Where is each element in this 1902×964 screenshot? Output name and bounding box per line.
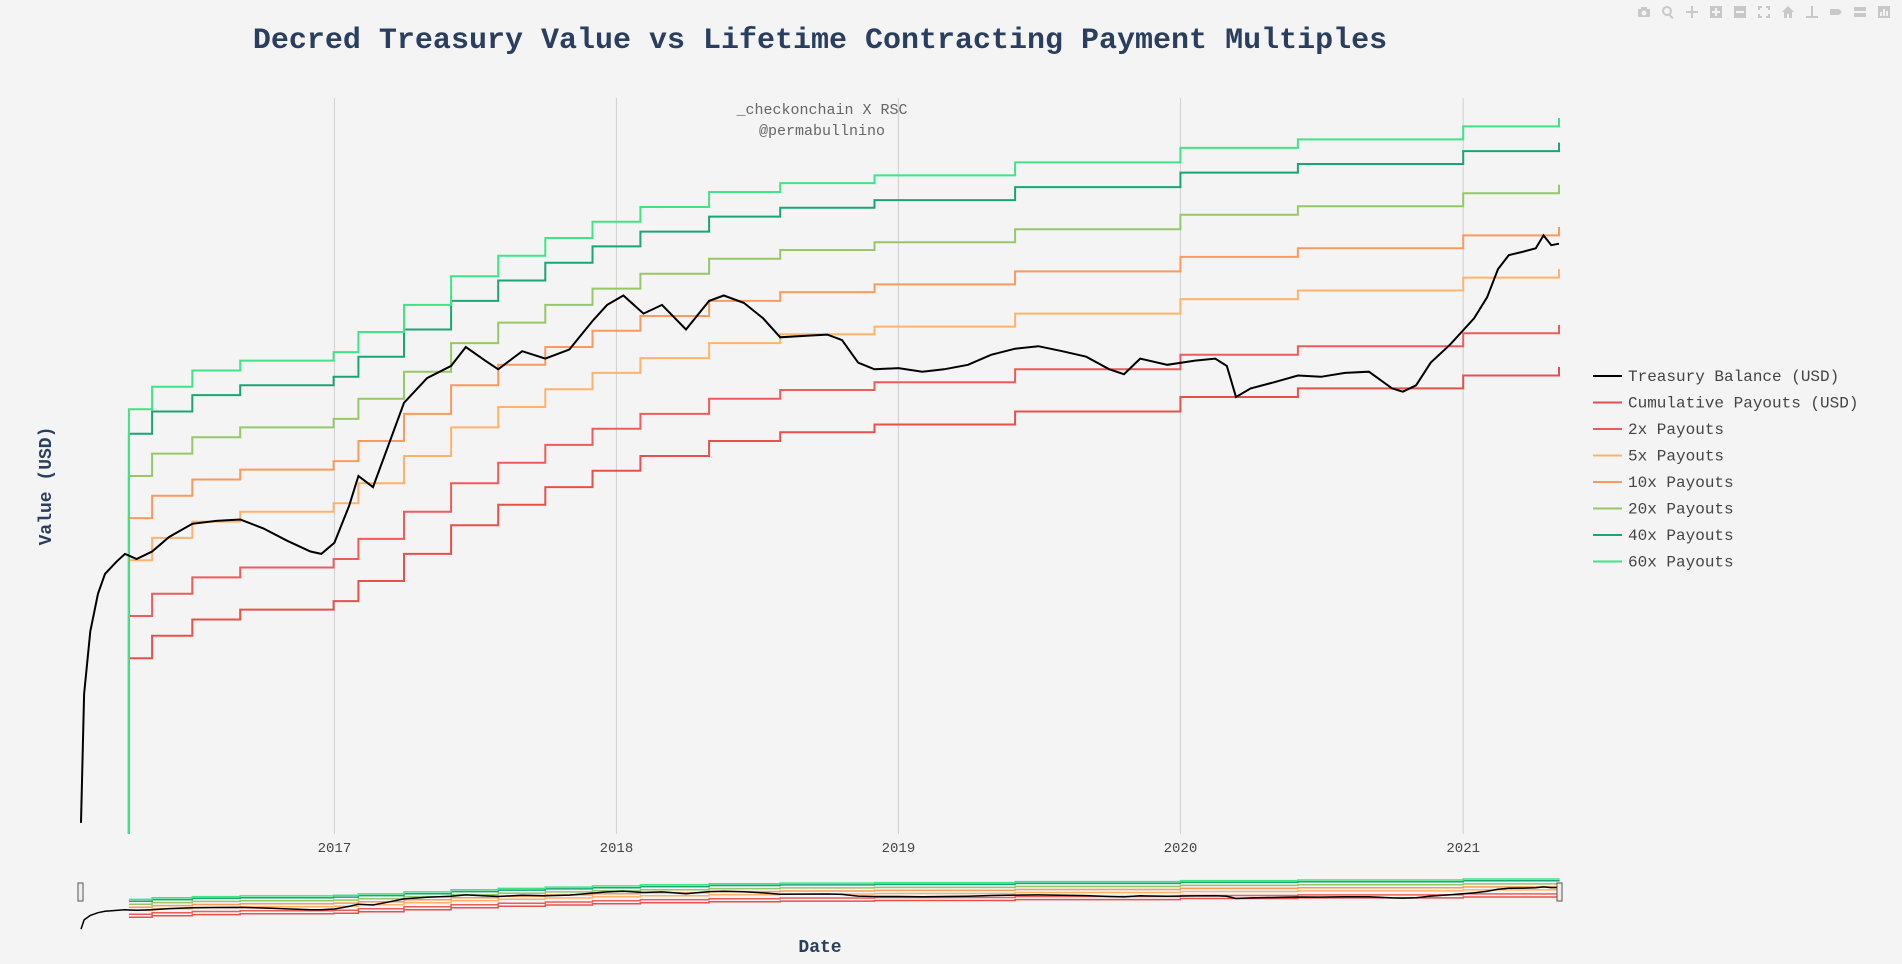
legend-label: 20x Payouts: [1628, 501, 1734, 519]
series-line-treasury-balance-usd[interactable]: [80, 233, 1560, 823]
series-line-20x-payouts[interactable]: [127, 184, 1560, 834]
range-slider[interactable]: [77, 875, 1563, 930]
legend-item[interactable]: 5x Payouts: [1593, 448, 1724, 466]
legend-label: 5x Payouts: [1628, 448, 1724, 466]
home-button[interactable]: [1778, 2, 1798, 22]
legend-item[interactable]: 10x Payouts: [1593, 474, 1734, 492]
series-line-5x-payouts[interactable]: [127, 269, 1560, 834]
plotly-logo-button[interactable]: [1874, 2, 1894, 22]
zoom-in-button[interactable]: [1706, 2, 1726, 22]
series-line-10x-payouts[interactable]: [127, 227, 1560, 834]
x-tick-label: 2019: [882, 841, 916, 857]
legend-item[interactable]: 60x Payouts: [1593, 554, 1734, 572]
range-slider-left-handle[interactable]: [77, 882, 84, 902]
legend-item[interactable]: 40x Payouts: [1593, 527, 1734, 545]
legend-label: 2x Payouts: [1628, 421, 1724, 439]
series-line-cumulative-payouts-usd[interactable]: [127, 367, 1560, 834]
x-tick-labels: 2017 2018 2019 2020 2021: [318, 841, 1480, 857]
legend-item[interactable]: Cumulative Payouts (USD): [1593, 395, 1858, 413]
x-tick-label: 2017: [318, 841, 352, 857]
legend-label: 60x Payouts: [1628, 554, 1734, 572]
series-line-60x-payouts[interactable]: [127, 118, 1560, 834]
annotation-line-2: @permabullnino: [759, 123, 885, 140]
zoom-in-icon: [1710, 6, 1722, 18]
legend[interactable]: Treasury Balance (USD) Cumulative Payouts…: [1593, 368, 1858, 572]
pan-button[interactable]: [1682, 2, 1702, 22]
home-icon: [1782, 6, 1794, 18]
series-line-2x-payouts[interactable]: [127, 324, 1560, 834]
range-series-60x-payouts: [128, 878, 1560, 901]
legend-label: Treasury Balance (USD): [1628, 368, 1839, 386]
camera-button[interactable]: [1634, 2, 1654, 22]
legend-label: 40x Payouts: [1628, 527, 1734, 545]
zoom-out-icon: [1734, 6, 1746, 18]
range-series-cumulative-payouts-usd: [128, 896, 1560, 919]
range-series-5x-payouts: [128, 889, 1560, 912]
x-axis-label: Date: [798, 938, 841, 958]
annotation-line-1: _checkonchain X RSC: [735, 102, 907, 119]
zoom-out-button[interactable]: [1730, 2, 1750, 22]
zoom-icon: [1662, 6, 1674, 19]
hover-closest-icon: [1830, 9, 1842, 15]
range-series-treasury-balance-usd: [80, 886, 1560, 930]
hover-compare-icon: [1854, 7, 1866, 17]
spike-lines-icon: [1806, 6, 1818, 18]
autoscale-button[interactable]: [1754, 2, 1774, 22]
range-series-10x-payouts: [128, 886, 1560, 909]
series-lines[interactable]: [80, 118, 1560, 834]
series-line-40x-payouts[interactable]: [127, 142, 1560, 834]
legend-item[interactable]: 2x Payouts: [1593, 421, 1724, 439]
hover-compare-button[interactable]: [1850, 2, 1870, 22]
range-series-20x-payouts: [128, 883, 1560, 905]
legend-item[interactable]: 20x Payouts: [1593, 501, 1734, 519]
range-series-40x-payouts: [128, 880, 1560, 902]
hover-closest-button[interactable]: [1826, 2, 1846, 22]
legend-label: Cumulative Payouts (USD): [1628, 395, 1858, 413]
legend-label: 10x Payouts: [1628, 474, 1734, 492]
spike-lines-button[interactable]: [1802, 2, 1822, 22]
source-annotation: _checkonchain X RSC @permabullnino: [735, 102, 907, 140]
plotly-logo-icon: [1878, 6, 1890, 18]
x-tick-label: 2020: [1164, 841, 1198, 857]
autoscale-icon: [1758, 6, 1770, 18]
zoom-button[interactable]: [1658, 2, 1678, 22]
legend-item[interactable]: Treasury Balance (USD): [1593, 368, 1839, 386]
range-slider-series: [80, 878, 1560, 930]
y-axis-label: Value (USD): [37, 427, 57, 546]
pan-icon: [1686, 6, 1698, 18]
chart-title: Decred Treasury Value vs Lifetime Contra…: [253, 24, 1387, 58]
x-tick-label: 2021: [1446, 841, 1480, 857]
modebar: [1634, 2, 1894, 22]
range-slider-right-handle[interactable]: [1556, 882, 1563, 902]
grid-lines: [333, 98, 1464, 834]
camera-icon: [1638, 7, 1650, 17]
x-tick-label: 2018: [600, 841, 634, 857]
